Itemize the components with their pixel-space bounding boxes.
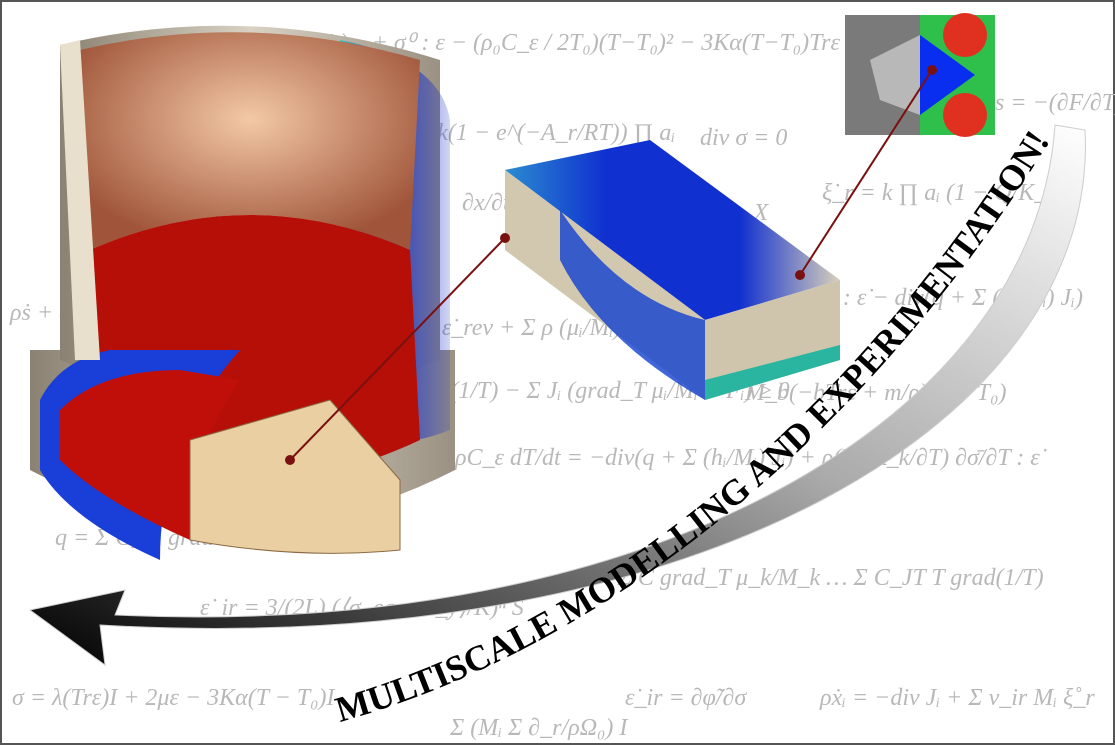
equation: Σ (Mᵢ Σ ∂_r/ρΩ₀) I	[449, 715, 628, 741]
equation: ξ̇_r = k ∏ aᵢ (1 − Q/K_eq)	[822, 180, 1077, 206]
equation: ρC_ε dT/dt = −div(q + Σ (hᵢ/Mᵢ) Jᵢ) + ρ(…	[454, 445, 1047, 471]
brick-block	[505, 140, 840, 400]
equation: ∂x/∂t	[462, 190, 511, 216]
micro-inset	[845, 13, 995, 137]
ladle-model	[30, 25, 455, 560]
equation: = k(1 − e^(−A_r/RT)) ∏ aᵢ	[415, 120, 675, 146]
equation: Jᵢ = Σ C grad_T μ_k/M_k … Σ C_JT T grad(…	[575, 565, 1044, 591]
equation: div σ = 0	[700, 125, 787, 151]
equation: s = −(∂F/∂T)	[995, 90, 1115, 116]
curved-arrow	[28, 124, 1086, 667]
connectors	[285, 65, 937, 465]
equation: σ = λ(Trε)I + 2με − 3Kα(T − T₀)I	[12, 685, 336, 711]
equation: ε̇_ir = ∂φ̃/∂σ	[625, 685, 747, 711]
equation: ρẋᵢ = −div Jᵢ + Σ ν_ir Mᵢ ξ̊_r	[819, 685, 1095, 711]
